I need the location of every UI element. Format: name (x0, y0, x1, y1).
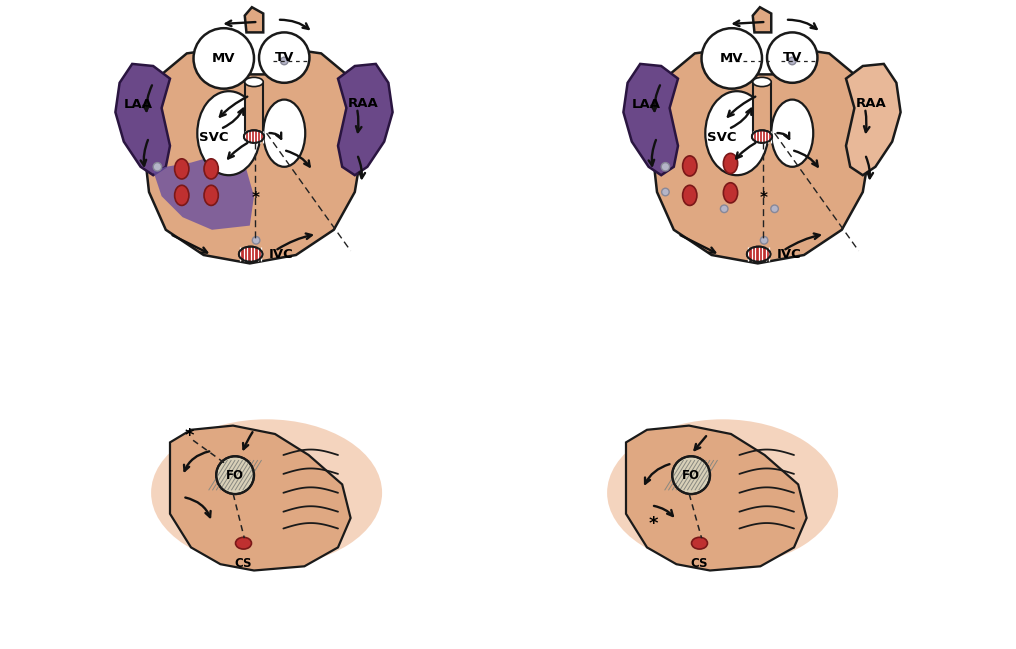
Circle shape (760, 236, 768, 244)
Circle shape (216, 456, 254, 494)
Ellipse shape (204, 159, 218, 179)
Polygon shape (753, 7, 771, 32)
Circle shape (280, 57, 288, 65)
Ellipse shape (771, 99, 813, 167)
Polygon shape (653, 49, 869, 263)
Text: SVC: SVC (199, 131, 229, 144)
Circle shape (252, 236, 260, 244)
Polygon shape (153, 154, 254, 230)
Text: *: * (648, 515, 658, 533)
Text: CS: CS (691, 557, 708, 570)
Text: SVC: SVC (707, 131, 737, 144)
Ellipse shape (723, 153, 738, 173)
Polygon shape (170, 426, 351, 570)
Ellipse shape (692, 537, 707, 549)
Polygon shape (245, 7, 263, 32)
Ellipse shape (175, 159, 189, 179)
Polygon shape (338, 64, 392, 175)
Text: FO: FO (682, 469, 700, 482)
Circle shape (661, 163, 670, 171)
Circle shape (193, 28, 254, 89)
Text: *: * (252, 191, 260, 206)
Ellipse shape (705, 92, 768, 175)
Text: IVC: IVC (777, 248, 802, 261)
Text: *: * (184, 427, 194, 445)
Polygon shape (116, 64, 170, 175)
Text: TV: TV (782, 51, 802, 64)
Text: IVC: IVC (269, 248, 294, 261)
Ellipse shape (608, 419, 838, 567)
Circle shape (673, 456, 710, 494)
Ellipse shape (683, 156, 697, 176)
Ellipse shape (245, 77, 263, 86)
Ellipse shape (752, 130, 772, 143)
Polygon shape (624, 64, 678, 175)
Text: RAA: RAA (855, 97, 887, 110)
Ellipse shape (175, 185, 189, 206)
Circle shape (153, 163, 162, 171)
Circle shape (720, 205, 728, 213)
Ellipse shape (197, 92, 260, 175)
Text: RAA: RAA (347, 97, 379, 110)
Circle shape (767, 32, 818, 83)
Polygon shape (753, 83, 771, 135)
Ellipse shape (151, 419, 382, 567)
Ellipse shape (204, 185, 218, 206)
Text: MV: MV (212, 52, 236, 65)
Text: LAA: LAA (632, 98, 660, 111)
Circle shape (788, 57, 796, 65)
Polygon shape (245, 83, 263, 135)
Circle shape (701, 28, 762, 89)
Circle shape (661, 188, 670, 196)
Polygon shape (626, 426, 807, 570)
Ellipse shape (263, 99, 305, 167)
Polygon shape (846, 64, 900, 175)
Circle shape (259, 32, 310, 83)
Ellipse shape (244, 130, 264, 143)
Ellipse shape (683, 185, 697, 206)
Text: MV: MV (720, 52, 744, 65)
Circle shape (771, 205, 778, 213)
Text: FO: FO (227, 469, 244, 482)
Ellipse shape (723, 183, 738, 203)
Polygon shape (145, 49, 361, 263)
Ellipse shape (747, 247, 770, 262)
Text: CS: CS (235, 557, 252, 570)
Ellipse shape (236, 537, 252, 549)
Text: *: * (760, 191, 768, 206)
Ellipse shape (239, 247, 262, 262)
Text: TV: TV (274, 51, 294, 64)
Ellipse shape (753, 77, 771, 86)
Text: LAA: LAA (124, 98, 152, 111)
